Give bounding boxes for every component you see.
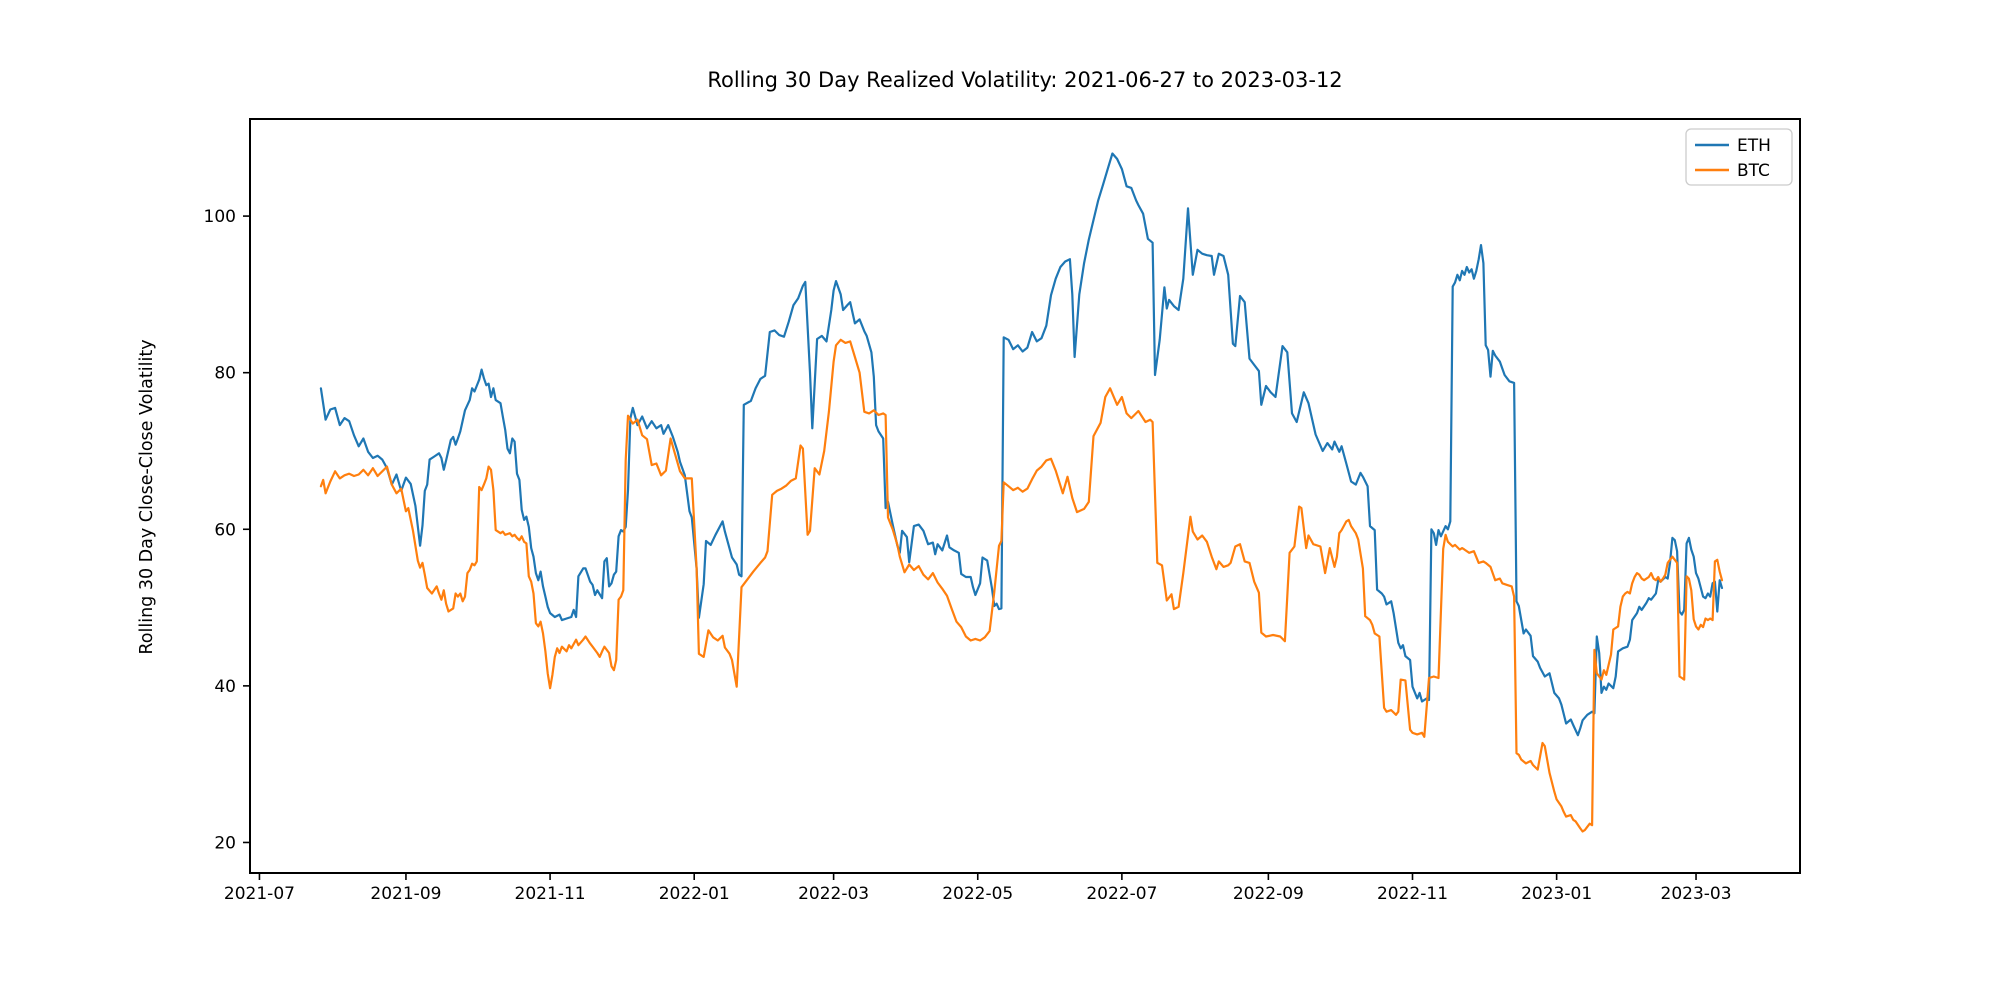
x-tick-label: 2022-09 <box>1233 884 1304 904</box>
y-tick-label: 60 <box>214 520 236 540</box>
x-tick-label: 2022-03 <box>798 884 869 904</box>
axes-frame <box>249 118 1801 874</box>
y-axis-label: Rolling 30 Day Close-Close Volatility <box>137 339 157 655</box>
x-tick-label: 2021-09 <box>370 884 441 904</box>
legend-label-eth: ETH <box>1737 136 1771 156</box>
y-tick-label: 20 <box>214 833 236 853</box>
x-tick-label: 2021-11 <box>515 884 586 904</box>
legend-label-btc: BTC <box>1737 161 1770 181</box>
x-tick-label: 2022-01 <box>659 884 730 904</box>
x-tick-label: 2023-01 <box>1521 884 1592 904</box>
x-tick-label: 2023-03 <box>1661 884 1732 904</box>
x-tick-label: 2022-11 <box>1377 884 1448 904</box>
series-line-eth <box>319 152 1724 737</box>
y-tick-label: 80 <box>214 364 236 384</box>
y-tick-label: 40 <box>214 677 236 697</box>
chart-title: Rolling 30 Day Realized Volatility: 2021… <box>707 68 1343 92</box>
x-tick-label: 2022-07 <box>1086 884 1157 904</box>
x-tick-label: 2022-05 <box>942 884 1013 904</box>
y-tick-label: 100 <box>204 207 236 227</box>
series-line-btc <box>319 338 1724 833</box>
x-tick-label: 2021-07 <box>224 884 295 904</box>
